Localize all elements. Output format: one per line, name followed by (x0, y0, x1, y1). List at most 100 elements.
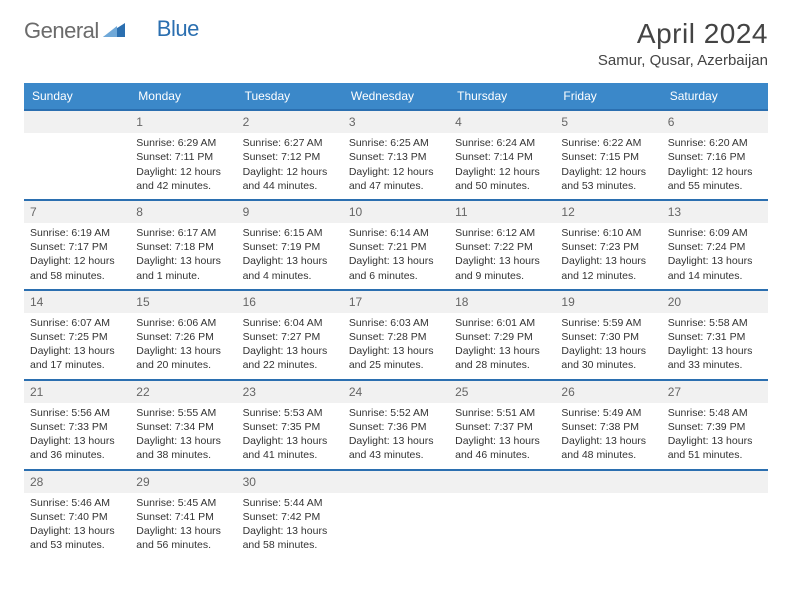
day-detail-line: Daylight: 13 hours (136, 524, 230, 538)
daynum-band: 26 (555, 381, 661, 403)
day-detail-line: and 42 minutes. (136, 179, 230, 193)
calendar-table: Sunday Monday Tuesday Wednesday Thursday… (24, 83, 768, 558)
daynum-band: 20 (662, 291, 768, 313)
day-detail-line: Sunrise: 6:25 AM (349, 136, 443, 150)
day-detail-line: Sunrise: 6:27 AM (243, 136, 337, 150)
day-detail-line: and 36 minutes. (30, 448, 124, 462)
daynum-band: 22 (130, 381, 236, 403)
daynum-band: 5 (555, 111, 661, 133)
day-detail-line: Daylight: 12 hours (561, 165, 655, 179)
daynum-band: 30 (237, 471, 343, 493)
day-body (555, 493, 661, 551)
daynum-band: 25 (449, 381, 555, 403)
day-detail-line: Sunrise: 5:51 AM (455, 406, 549, 420)
day-detail-line: and 44 minutes. (243, 179, 337, 193)
day-detail-line: and 58 minutes. (243, 538, 337, 552)
calendar-cell: 4Sunrise: 6:24 AMSunset: 7:14 PMDaylight… (449, 110, 555, 200)
daynum-band: 16 (237, 291, 343, 313)
day-body: Sunrise: 6:06 AMSunset: 7:26 PMDaylight:… (130, 313, 236, 379)
calendar-cell: 5Sunrise: 6:22 AMSunset: 7:15 PMDaylight… (555, 110, 661, 200)
day-body: Sunrise: 6:09 AMSunset: 7:24 PMDaylight:… (662, 223, 768, 289)
day-body: Sunrise: 6:03 AMSunset: 7:28 PMDaylight:… (343, 313, 449, 379)
day-detail-line: Sunrise: 5:46 AM (30, 496, 124, 510)
day-detail-line: Daylight: 12 hours (668, 165, 762, 179)
day-body: Sunrise: 5:52 AMSunset: 7:36 PMDaylight:… (343, 403, 449, 469)
day-detail-line: Daylight: 12 hours (455, 165, 549, 179)
week-row: 28Sunrise: 5:46 AMSunset: 7:40 PMDayligh… (24, 470, 768, 559)
calendar-cell: 22Sunrise: 5:55 AMSunset: 7:34 PMDayligh… (130, 380, 236, 470)
day-detail-line: Daylight: 13 hours (455, 344, 549, 358)
daynum-band: 18 (449, 291, 555, 313)
day-detail-line: and 50 minutes. (455, 179, 549, 193)
day-detail-line: Sunset: 7:17 PM (30, 240, 124, 254)
day-detail-line: and 53 minutes. (30, 538, 124, 552)
daynum-band: 6 (662, 111, 768, 133)
day-detail-line: Sunset: 7:21 PM (349, 240, 443, 254)
daynum-band (662, 471, 768, 493)
day-detail-line: Daylight: 13 hours (136, 344, 230, 358)
day-detail-line: Sunrise: 6:10 AM (561, 226, 655, 240)
calendar-cell: 27Sunrise: 5:48 AMSunset: 7:39 PMDayligh… (662, 380, 768, 470)
calendar-cell: 6Sunrise: 6:20 AMSunset: 7:16 PMDaylight… (662, 110, 768, 200)
day-detail-line: and 38 minutes. (136, 448, 230, 462)
daynum-band: 23 (237, 381, 343, 403)
day-detail-line: Sunrise: 6:07 AM (30, 316, 124, 330)
weekday-header-row: Sunday Monday Tuesday Wednesday Thursday… (24, 83, 768, 110)
day-detail-line: and 56 minutes. (136, 538, 230, 552)
day-detail-line: and 12 minutes. (561, 269, 655, 283)
day-detail-line: Sunset: 7:11 PM (136, 150, 230, 164)
day-detail-line: and 6 minutes. (349, 269, 443, 283)
day-detail-line: Sunset: 7:41 PM (136, 510, 230, 524)
day-detail-line: Sunset: 7:24 PM (668, 240, 762, 254)
day-detail-line: and 53 minutes. (561, 179, 655, 193)
day-detail-line: Sunset: 7:23 PM (561, 240, 655, 254)
calendar-cell (449, 470, 555, 559)
day-detail-line: and 1 minute. (136, 269, 230, 283)
day-detail-line: Sunset: 7:35 PM (243, 420, 337, 434)
daynum-band: 8 (130, 201, 236, 223)
daynum-band: 21 (24, 381, 130, 403)
day-detail-line: Sunset: 7:15 PM (561, 150, 655, 164)
header: General Blue April 2024 Samur, Qusar, Az… (0, 0, 792, 77)
day-detail-line: and 48 minutes. (561, 448, 655, 462)
calendar-cell: 28Sunrise: 5:46 AMSunset: 7:40 PMDayligh… (24, 470, 130, 559)
day-detail-line: Sunrise: 6:29 AM (136, 136, 230, 150)
day-detail-line: Sunset: 7:29 PM (455, 330, 549, 344)
calendar-cell: 7Sunrise: 6:19 AMSunset: 7:17 PMDaylight… (24, 200, 130, 290)
day-detail-line: Sunset: 7:33 PM (30, 420, 124, 434)
day-detail-line: Daylight: 13 hours (349, 344, 443, 358)
col-wednesday: Wednesday (343, 83, 449, 110)
daynum-band: 10 (343, 201, 449, 223)
week-row: 1Sunrise: 6:29 AMSunset: 7:11 PMDaylight… (24, 110, 768, 200)
day-detail-line: and 43 minutes. (349, 448, 443, 462)
daynum-band: 3 (343, 111, 449, 133)
day-detail-line: Daylight: 13 hours (455, 434, 549, 448)
calendar-cell: 3Sunrise: 6:25 AMSunset: 7:13 PMDaylight… (343, 110, 449, 200)
day-detail-line: Sunset: 7:18 PM (136, 240, 230, 254)
location-text: Samur, Qusar, Azerbaijan (598, 52, 768, 69)
day-body: Sunrise: 5:53 AMSunset: 7:35 PMDaylight:… (237, 403, 343, 469)
day-detail-line: Sunset: 7:14 PM (455, 150, 549, 164)
day-detail-line: Sunrise: 6:03 AM (349, 316, 443, 330)
day-detail-line: Daylight: 13 hours (30, 434, 124, 448)
day-detail-line: and 20 minutes. (136, 358, 230, 372)
day-detail-line: and 46 minutes. (455, 448, 549, 462)
day-detail-line: Daylight: 13 hours (349, 434, 443, 448)
day-detail-line: Daylight: 13 hours (561, 434, 655, 448)
day-body: Sunrise: 6:15 AMSunset: 7:19 PMDaylight:… (237, 223, 343, 289)
day-detail-line: Daylight: 13 hours (561, 344, 655, 358)
day-detail-line: Daylight: 13 hours (243, 524, 337, 538)
calendar-cell: 30Sunrise: 5:44 AMSunset: 7:42 PMDayligh… (237, 470, 343, 559)
daynum-band: 15 (130, 291, 236, 313)
day-body: Sunrise: 5:48 AMSunset: 7:39 PMDaylight:… (662, 403, 768, 469)
daynum-band (555, 471, 661, 493)
calendar-cell: 8Sunrise: 6:17 AMSunset: 7:18 PMDaylight… (130, 200, 236, 290)
day-detail-line: and 58 minutes. (30, 269, 124, 283)
calendar-cell: 25Sunrise: 5:51 AMSunset: 7:37 PMDayligh… (449, 380, 555, 470)
day-detail-line: and 30 minutes. (561, 358, 655, 372)
day-body: Sunrise: 6:27 AMSunset: 7:12 PMDaylight:… (237, 133, 343, 199)
day-body: Sunrise: 6:20 AMSunset: 7:16 PMDaylight:… (662, 133, 768, 199)
day-detail-line: Daylight: 13 hours (30, 524, 124, 538)
day-detail-line: and 28 minutes. (455, 358, 549, 372)
day-detail-line: Sunrise: 6:01 AM (455, 316, 549, 330)
